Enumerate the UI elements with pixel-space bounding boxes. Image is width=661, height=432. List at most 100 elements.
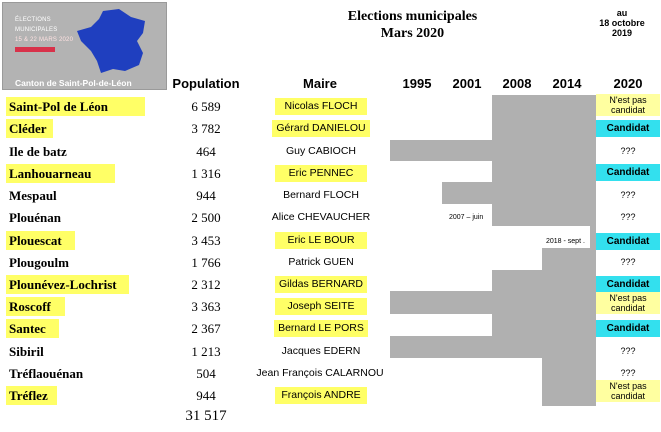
maire-label: Gildas BERNARD [274, 276, 368, 293]
commune-name: Plouénan [9, 210, 62, 225]
status-badge: N'est pas candidat [596, 292, 660, 314]
logo-line-1: ÉLECTIONS [15, 17, 51, 23]
population-value: 944 [196, 388, 216, 403]
maire-name: Gildas BERNARD [248, 275, 394, 294]
population-value: 944 [196, 188, 216, 203]
maire-label: Nicolas FLOCH [275, 98, 367, 115]
tenure-bar [492, 161, 596, 182]
population-value: 504 [196, 366, 216, 381]
population-value: 2 500 [191, 210, 221, 225]
as-of-line-2: 18 octobre [599, 18, 645, 28]
maire-name: Bernard LE PORS [248, 319, 394, 338]
maire-name: Nicolas FLOCH [248, 97, 394, 116]
maire-name: Patrick GUEN [248, 253, 394, 272]
status-badge: N'est pas candidat [596, 380, 660, 402]
maire-name: Jean François CALARNOU [240, 364, 400, 383]
status-badge: ??? [620, 190, 636, 200]
commune-name: Plougoulm [9, 255, 69, 270]
commune-name: Sibiril [9, 344, 44, 359]
maire-name: Joseph SEITE [248, 297, 394, 316]
tenure-bar [390, 140, 596, 161]
maire-label: Joseph SEITE [275, 298, 367, 315]
header-1995: 1995 [402, 76, 432, 91]
logo-caption: Canton de Saint-Pol-de-Léon [15, 78, 132, 88]
commune-name: Plounévez-Lochrist [6, 275, 129, 294]
population-value: 1 766 [191, 255, 221, 270]
header-2008: 2008 [502, 76, 532, 91]
maire-label: Bernard LE PORS [274, 320, 368, 337]
maire-label: Guy CABIOCH [285, 145, 356, 157]
population-value: 2 367 [191, 321, 221, 336]
maire-label: Eric LE BOUR [275, 232, 367, 249]
elections-logo: ÉLECTIONS MUNICIPALES 15 & 22 MARS 2020 … [2, 2, 167, 90]
header-2020: 2020 [613, 76, 643, 91]
header-maire: Maire [303, 76, 337, 91]
maire-label: Eric PENNEC [275, 165, 367, 182]
maire-name: Bernard FLOCH [248, 186, 394, 205]
page-title: Elections municipales Mars 2020 [290, 8, 535, 42]
commune-name: Santec [6, 319, 59, 338]
as-of-line-1: au [616, 8, 628, 18]
tenure-bar [492, 270, 596, 291]
tenure-bar [390, 336, 596, 358]
maire-name: Alice CHEVAUCHER [248, 208, 394, 227]
population-value: 3 363 [191, 299, 221, 314]
maire-label: Jean François CALARNOU [256, 367, 384, 379]
population-value: 2 312 [191, 277, 221, 292]
maire-name: Jacques EDERN [248, 342, 394, 361]
logo-line-2: MUNICIPALES [15, 27, 58, 33]
maire-name: Eric LE BOUR [248, 231, 394, 250]
status-badge: ??? [620, 257, 636, 267]
maire-label: Alice CHEVAUCHER [271, 211, 371, 223]
as-of-date: au 18 octobre 2019 [590, 8, 654, 38]
population-value: 6 589 [191, 99, 221, 114]
tenure-bar [442, 182, 596, 204]
maire-name: François ANDRE [248, 386, 394, 405]
total-population: 31 517 [185, 408, 227, 424]
maire-label: François ANDRE [275, 387, 367, 404]
status-badge: N'est pas candidat [596, 94, 660, 116]
commune-name: Cléder [6, 119, 53, 138]
population-value: 3 453 [191, 233, 221, 248]
title-line-1: Elections municipales [347, 9, 478, 24]
population-value: 1 213 [191, 344, 221, 359]
commune-name: Ile de batz [9, 144, 67, 159]
population-value: 464 [196, 144, 216, 159]
commune-name: Mespaul [9, 188, 57, 203]
maire-label: Patrick GUEN [288, 256, 354, 268]
commune-name: Plouescat [6, 231, 75, 250]
logo-line-3: 15 & 22 MARS 2020 [15, 37, 74, 43]
maire-name: Eric PENNEC [248, 164, 394, 183]
maire-name: Gérard DANIELOU [248, 119, 394, 138]
maire-name: Guy CABIOCH [248, 142, 394, 161]
tenure-bar [492, 204, 596, 226]
commune-name: Tréflaouénan [9, 366, 84, 381]
status-badge: ??? [620, 212, 636, 222]
tenure-bar [542, 358, 596, 406]
commune-name: Tréflez [6, 386, 57, 405]
france-map-icon [77, 9, 145, 73]
commune-name: Lanhouarneau [6, 164, 115, 183]
tenure-bar [590, 226, 596, 248]
status-badge: Candidat [596, 164, 660, 181]
status-badge: Candidat [596, 233, 660, 250]
status-badge: Candidat [596, 120, 660, 137]
as-of-line-3: 2019 [611, 28, 633, 38]
note-plouescat: 2018 - sept . [546, 238, 585, 245]
status-badge: ??? [620, 146, 636, 156]
population-value: 1 316 [191, 166, 221, 181]
maire-label: Gérard DANIELOU [272, 120, 370, 137]
note-plouenan: 2007 – juin [449, 214, 484, 221]
status-badge: Candidat [596, 276, 660, 293]
status-badge: Candidat [596, 320, 660, 337]
tenure-bar [492, 314, 596, 336]
header-2001: 2001 [452, 76, 482, 91]
header-population: Population [172, 76, 240, 91]
maire-label: Jacques EDERN [281, 345, 361, 357]
maire-label: Bernard FLOCH [283, 189, 359, 201]
status-badge: ??? [620, 368, 636, 378]
commune-name: Saint-Pol de Léon [6, 97, 145, 116]
title-line-2: Mars 2020 [380, 26, 445, 41]
tenure-bar [390, 291, 596, 314]
header-2014: 2014 [552, 76, 582, 91]
